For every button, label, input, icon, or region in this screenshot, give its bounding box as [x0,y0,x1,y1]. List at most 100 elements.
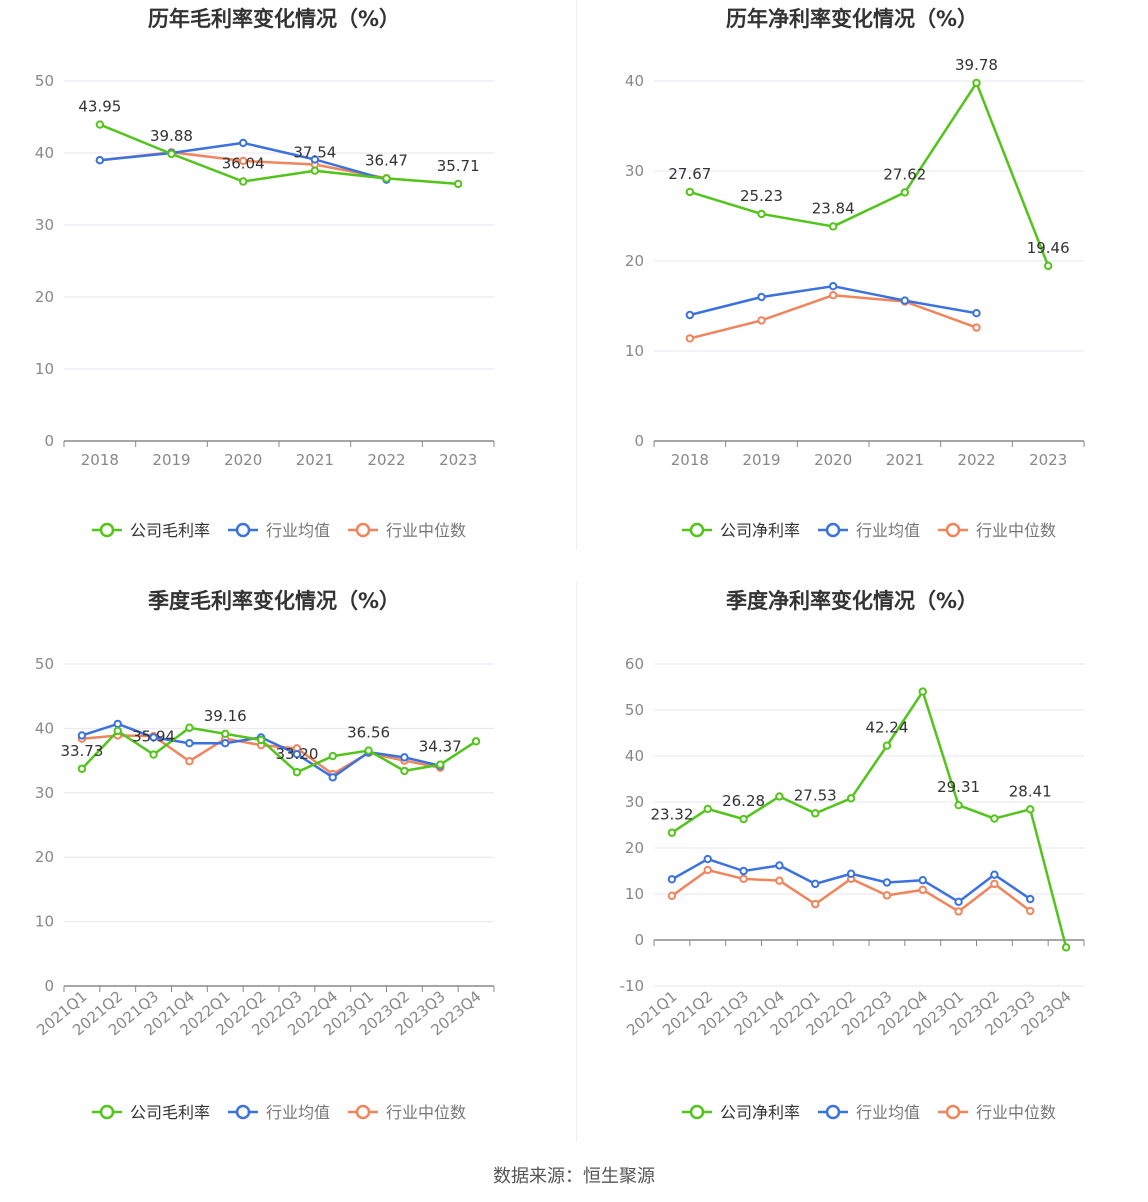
legend-label: 公司毛利率 [130,521,210,540]
data-point-company [900,188,910,197]
data-label: 33.73 [60,742,103,760]
y-tick-label: 30 [625,793,644,811]
data-point-avg [667,875,677,884]
data-point-median [757,316,766,325]
panel-divider-top [576,0,577,550]
data-point-company [113,726,122,736]
data-point-avg [400,753,409,762]
y-tick-label: 20 [625,839,644,857]
chart-title: 历年毛利率变化情况（%） [148,7,400,31]
data-point-company [364,746,373,755]
y-tick-label: 40 [625,747,644,765]
data-point-company [400,766,409,776]
data-point-median [1026,906,1035,916]
data-point-avg [185,739,194,748]
chart-svg: 历年毛利率变化情况（%） 0 10 20 30 40 50 2018 2019 2020 2021 2… [35,7,495,540]
chart-svg: 季度净利率变化情况（%）-1001020304050602021Q12021Q2… [620,589,1085,1122]
data-point-avg [846,869,856,878]
chart-title: 季度净利率变化情况（%） [726,589,978,613]
chart-annual-gross-margin: 历年毛利率变化情况（%） 0 10 20 30 40 50 2018 2019 2020 2021 2… [0,0,574,580]
legend-swatch-marker [99,1104,115,1120]
data-label: 36.04 [222,155,265,173]
y-tick-label: 20 [35,288,54,306]
data-point-company [256,735,266,745]
data-point-company [221,729,230,739]
chart-title: 季度毛利率变化情况（%） [148,589,400,613]
y-tick-label: 0 [634,931,644,949]
data-point-company [471,737,481,746]
x-tick-label: 2019 [742,451,780,469]
data-point-median [667,891,677,901]
data-label: 23.84 [812,199,855,217]
data-label: 43.95 [78,98,121,116]
data-label: 39.78 [955,56,998,74]
legend-label: 行业均值 [856,1103,920,1122]
chart-annual-net-margin: 历年净利率变化情况（%） 0 10 20 30 40 2018 2019 2020 2021 202… [578,0,1148,580]
y-tick-label: -10 [620,977,645,995]
chart-quarterly-net-margin: 季度净利率变化情况（%） -10 0 10 20 30 40 50 60 2021Q1 2021Q2… [578,582,1148,1162]
data-point-company [882,741,892,750]
data-label: 42.24 [865,719,908,737]
series-line-company [99,123,459,186]
y-tick-label: 50 [35,72,54,90]
data-point-company [954,800,963,810]
legend-item-avg: 行业均值 [818,1103,920,1122]
y-tick-label: 20 [35,848,54,866]
series-line-company [81,726,477,774]
data-point-median [882,891,892,900]
data-point-company [846,794,856,803]
data-point-company [811,809,820,818]
y-tick-label: 0 [44,977,54,995]
data-point-avg [95,156,105,165]
data-point-company [310,166,320,175]
data-point-avg [1026,894,1035,904]
legend-label: 行业中位数 [386,1103,466,1122]
data-point-avg [990,870,999,879]
data-point-avg [292,749,302,759]
legend-swatch-marker [945,522,961,538]
legend-label: 行业中位数 [976,1103,1056,1122]
data-point-median [990,879,999,889]
data-point-company [828,222,838,231]
legend-swatch-marker [99,522,115,538]
x-tick-label: 2019 [152,451,190,469]
data-point-avg [328,773,337,782]
data-label: 34.37 [419,738,462,756]
legend-label: 行业均值 [266,1103,330,1122]
data-point-avg [882,878,892,887]
y-tick-label: 40 [35,144,54,162]
x-tick-label: 2020 [814,451,852,469]
x-tick-label: 2021 [886,451,924,469]
data-point-company [328,751,337,761]
legend-label: 公司净利率 [720,1103,800,1122]
data-point-avg [149,733,158,742]
data-point-median [685,334,695,343]
chart-quarterly-gross-margin: 季度毛利率变化情况（%） 0 10 20 30 40 50 2021Q1 2021Q2 2021Q… [0,582,574,1162]
x-tick-label: 2018 [81,451,119,469]
data-point-company [685,187,695,197]
data-point-company [1026,805,1035,814]
data-label: 29.31 [937,778,980,796]
legend-swatch-marker [689,522,705,538]
data-label: 27.67 [668,165,711,183]
y-tick-label: 50 [35,655,54,673]
legend-swatch-marker [825,522,841,538]
y-tick-label: 40 [35,719,54,737]
data-point-company [77,764,87,773]
data-point-avg [685,310,695,320]
data-point-median [185,757,194,766]
y-tick-label: 30 [35,216,54,234]
legend-item-company: 公司毛利率 [92,521,210,540]
legend-item-company: 公司净利率 [682,521,800,540]
data-label: 19.46 [1027,239,1070,257]
x-tick-label: 2021 [296,451,334,469]
data-point-company [918,687,927,696]
series-line-company [689,81,1050,267]
data-point-company [167,149,176,159]
legend-label: 行业均值 [266,521,330,540]
y-tick-label: 60 [625,655,644,673]
data-point-company [382,174,391,183]
data-label: 35.94 [132,728,175,746]
legend-item-median: 行业中位数 [938,521,1056,540]
y-tick-label: 10 [625,885,644,903]
